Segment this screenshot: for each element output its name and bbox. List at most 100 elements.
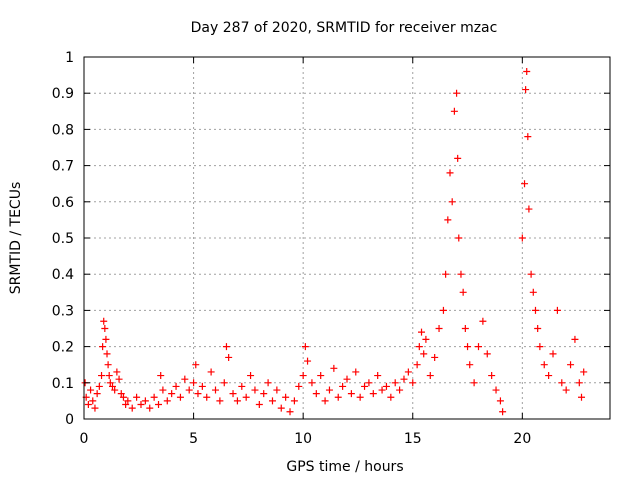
- data-point: [553, 306, 561, 314]
- chart-title: Day 287 of 2020, SRMTID for receiver mza…: [191, 20, 498, 36]
- data-point: [361, 382, 369, 390]
- data-point: [105, 372, 113, 380]
- data-point: [216, 397, 224, 405]
- data-point: [545, 372, 553, 380]
- data-point: [99, 343, 107, 351]
- data-point: [464, 343, 472, 351]
- data-point: [304, 357, 312, 365]
- data-point: [426, 372, 434, 380]
- data-point: [365, 379, 373, 387]
- data-point: [521, 180, 529, 188]
- data-point: [575, 379, 583, 387]
- data-point: [446, 169, 454, 177]
- data-point: [207, 368, 215, 376]
- data-point: [330, 364, 338, 372]
- data-point: [102, 335, 110, 343]
- data-point: [117, 390, 125, 398]
- data-point: [475, 343, 482, 351]
- data-points: [81, 67, 588, 416]
- data-point: [155, 401, 163, 409]
- data-point: [525, 205, 533, 213]
- data-point: [273, 386, 281, 394]
- data-point: [325, 386, 333, 394]
- x-tick-label: 5: [189, 431, 198, 447]
- data-point: [98, 372, 106, 380]
- data-point: [277, 404, 285, 412]
- data-point: [100, 317, 108, 325]
- data-point: [352, 368, 360, 376]
- data-point: [459, 288, 467, 296]
- data-point: [176, 393, 184, 401]
- data-point: [255, 401, 263, 409]
- data-point: [286, 408, 294, 416]
- data-point: [301, 343, 309, 351]
- data-point: [233, 397, 241, 405]
- data-point: [222, 343, 230, 351]
- data-point: [396, 386, 404, 394]
- data-point: [448, 198, 456, 206]
- data-point: [119, 393, 127, 401]
- y-tick-label: 0.7: [52, 159, 74, 175]
- data-point: [479, 317, 487, 325]
- data-point: [400, 375, 408, 383]
- data-point: [108, 382, 116, 390]
- y-tick-label: 0.2: [52, 340, 74, 356]
- data-point: [444, 216, 452, 224]
- data-point: [299, 372, 307, 380]
- data-point: [466, 361, 474, 369]
- data-point: [422, 335, 430, 343]
- data-point: [442, 270, 450, 278]
- data-point: [562, 386, 570, 394]
- data-point: [343, 375, 351, 383]
- data-point: [527, 270, 535, 278]
- data-point: [122, 401, 130, 409]
- data-point: [133, 393, 141, 401]
- data-point: [203, 393, 211, 401]
- plot-frame: [83, 56, 611, 420]
- data-point: [578, 393, 586, 401]
- y-tick-label: 0.8: [52, 122, 74, 138]
- data-point: [415, 343, 423, 351]
- data-point: [141, 397, 149, 405]
- data-point: [103, 350, 111, 358]
- data-point: [150, 393, 158, 401]
- data-point: [374, 372, 382, 380]
- data-point: [295, 382, 303, 390]
- data-point: [264, 379, 272, 387]
- data-point: [356, 393, 364, 401]
- data-point: [268, 397, 276, 405]
- data-point: [91, 404, 99, 412]
- data-point: [137, 401, 145, 409]
- data-point: [93, 390, 101, 398]
- data-point: [518, 234, 526, 242]
- data-point: [461, 325, 469, 332]
- y-tick-label: 0: [65, 412, 74, 428]
- data-point: [536, 343, 544, 351]
- data-point: [290, 397, 298, 405]
- data-point: [529, 288, 537, 296]
- data-point: [540, 361, 548, 369]
- data-point: [157, 372, 165, 380]
- data-point: [483, 350, 491, 358]
- data-point: [101, 325, 109, 332]
- y-tick-label: 0.6: [52, 195, 74, 211]
- data-point: [558, 379, 566, 387]
- data-point: [496, 397, 504, 405]
- data-point: [413, 361, 421, 369]
- data-point: [391, 379, 399, 387]
- data-point: [522, 86, 530, 94]
- y-axis-ticks: 0 0.1 0.2 0.3 0.4 0.5 0.6 0.7 0.8 0.9 1: [52, 50, 610, 428]
- data-point: [308, 379, 316, 387]
- y-tick-label: 0.3: [52, 303, 74, 319]
- data-point: [382, 382, 390, 390]
- data-point: [470, 379, 478, 387]
- x-axis-ticks: 0 5 10 15 20: [80, 57, 531, 447]
- data-point: [523, 67, 531, 75]
- y-tick-label: 0.9: [52, 86, 74, 102]
- data-point: [334, 393, 342, 401]
- x-tick-label: 0: [80, 431, 89, 447]
- y-tick-label: 0.5: [52, 231, 74, 247]
- data-point: [163, 397, 171, 405]
- data-point: [347, 390, 355, 398]
- grid-lines: [84, 57, 610, 419]
